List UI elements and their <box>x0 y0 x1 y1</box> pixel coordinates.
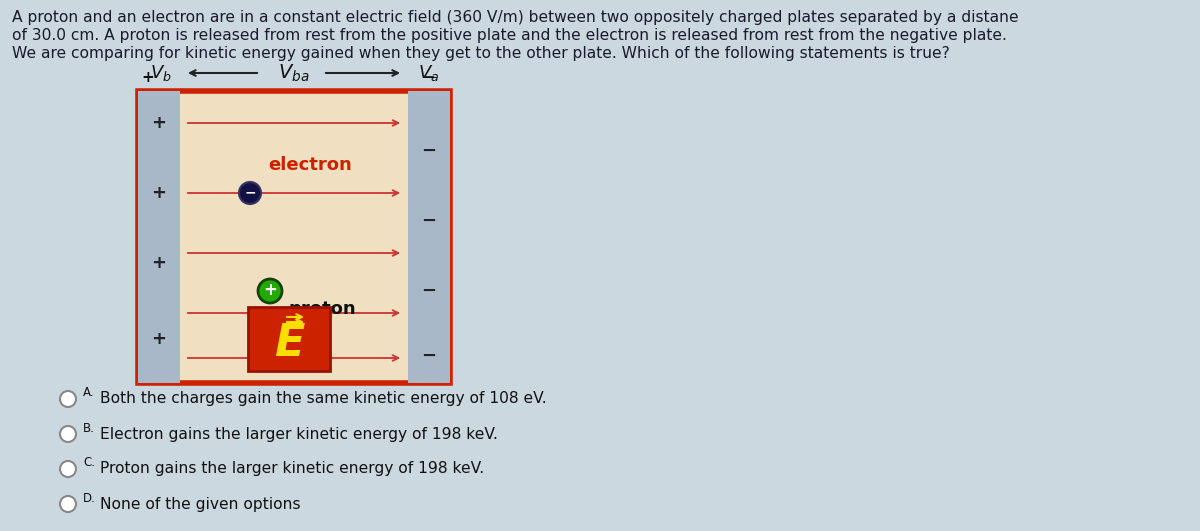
Text: +: + <box>151 254 167 272</box>
Bar <box>408 91 450 383</box>
Bar <box>138 91 180 383</box>
Text: A proton and an electron are in a constant electric field (360 V/m) between two : A proton and an electron are in a consta… <box>12 10 1019 25</box>
Text: −: − <box>421 282 437 300</box>
Text: −: − <box>421 142 437 160</box>
Text: Electron gains the larger kinetic energy of 198 keV.: Electron gains the larger kinetic energy… <box>100 426 498 441</box>
Text: +: + <box>142 70 155 85</box>
Text: electron: electron <box>268 156 352 174</box>
Text: −: − <box>421 212 437 230</box>
Bar <box>138 91 450 383</box>
Text: D.: D. <box>83 492 96 504</box>
Text: −: − <box>422 70 436 85</box>
Text: +: + <box>151 330 167 348</box>
Text: $V_b$: $V_b$ <box>150 63 172 83</box>
Circle shape <box>60 461 76 477</box>
Text: E: E <box>274 321 304 364</box>
Text: $V_a$: $V_a$ <box>419 63 439 83</box>
Circle shape <box>239 182 262 204</box>
Text: A.: A. <box>83 387 95 399</box>
Text: Proton gains the larger kinetic energy of 198 keV.: Proton gains the larger kinetic energy o… <box>100 461 484 476</box>
Text: We are comparing for kinetic energy gained when they get to the other plate. Whi: We are comparing for kinetic energy gain… <box>12 46 950 61</box>
Text: C.: C. <box>83 457 95 469</box>
Text: −: − <box>421 347 437 365</box>
Bar <box>248 307 330 371</box>
Circle shape <box>258 279 282 303</box>
Text: −: − <box>244 185 256 199</box>
Text: B.: B. <box>83 422 95 434</box>
Text: of 30.0 cm. A proton is released from rest from the positive plate and the elect: of 30.0 cm. A proton is released from re… <box>12 28 1007 43</box>
Text: $V_{ba}$: $V_{ba}$ <box>278 62 310 84</box>
Text: proton: proton <box>288 300 355 318</box>
Circle shape <box>60 391 76 407</box>
Circle shape <box>60 496 76 512</box>
Text: +: + <box>263 281 277 299</box>
Text: Both the charges gain the same kinetic energy of 108 eV.: Both the charges gain the same kinetic e… <box>100 391 547 407</box>
Text: +: + <box>151 114 167 132</box>
Text: None of the given options: None of the given options <box>100 496 301 511</box>
Circle shape <box>60 426 76 442</box>
Text: +: + <box>151 184 167 202</box>
